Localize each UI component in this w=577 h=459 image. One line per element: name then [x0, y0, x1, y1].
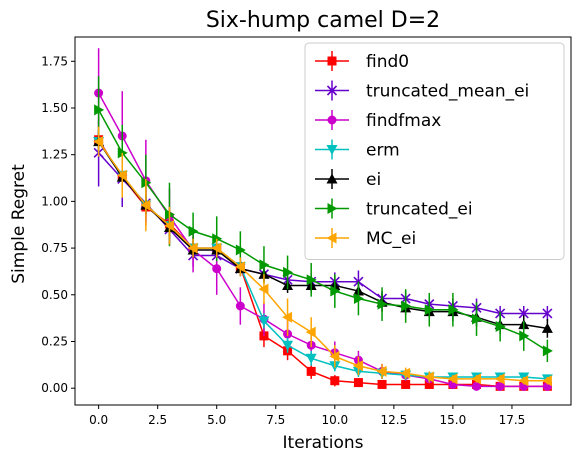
y-tick-label: 0.00 [41, 381, 68, 395]
data-point [282, 340, 294, 351]
legend-entry: MC_ei [315, 228, 416, 249]
legend-entry: findfmax [315, 110, 441, 131]
data-point [542, 345, 553, 357]
data-point [542, 308, 553, 319]
data-point [330, 285, 341, 297]
data-point [353, 378, 363, 388]
data-point [519, 330, 530, 342]
legend-entry: erm [315, 139, 400, 161]
data-point [352, 360, 363, 372]
data-point [94, 104, 105, 116]
legend-marker [326, 85, 338, 96]
data-point [211, 242, 222, 254]
y-tick-label: 0.25 [41, 334, 68, 348]
x-tick-label: 12.5 [380, 413, 407, 427]
data-point [424, 304, 435, 316]
data-point [258, 316, 270, 327]
y-tick-label: 1.25 [41, 148, 68, 162]
y-tick-label: 1.75 [41, 54, 68, 68]
data-point [306, 366, 316, 376]
plot-area: 0.0 2.5 5.0 7.5 10.0 12.5 15.0 17.5 0.00 0.25 0.50… [41, 36, 572, 427]
data-point [163, 220, 174, 232]
data-point [235, 301, 245, 311]
legend-marker [327, 115, 337, 125]
series-MC-ei [93, 126, 552, 387]
series-truncated-ei [94, 76, 553, 363]
data-point [93, 136, 104, 148]
data-point [495, 321, 506, 333]
data-point [235, 244, 246, 256]
data-point [377, 379, 387, 389]
data-point [448, 304, 459, 316]
legend-box [304, 42, 565, 260]
data-point [306, 274, 317, 286]
legend-label: truncated_mean_ei [366, 82, 529, 102]
y-tick-label: 0.75 [41, 241, 68, 255]
legend: find0 truncated_mean_ei findfmax erm ei trunc… [304, 42, 565, 260]
data-point [472, 313, 483, 325]
data-point [447, 373, 458, 385]
legend-label: erm [366, 141, 400, 161]
x-axis-label: Iterations [283, 433, 364, 453]
legend-entry: truncated_ei [315, 198, 473, 220]
data-point [518, 375, 529, 387]
data-point [494, 373, 505, 385]
data-point [283, 266, 294, 278]
data-point [259, 259, 270, 271]
data-point [305, 353, 317, 364]
data-point [305, 326, 316, 338]
data-point [353, 293, 364, 305]
y-tick-label: 0.50 [41, 288, 68, 302]
legend-entry: truncated_mean_ei [315, 80, 529, 102]
data-point [140, 199, 151, 211]
chart-title: Six-hump camel D=2 [206, 8, 440, 33]
data-point [472, 381, 482, 391]
data-point [401, 300, 412, 312]
data-point [330, 376, 340, 386]
data-point [377, 298, 388, 310]
legend-marker [326, 173, 338, 184]
legend-marker [327, 203, 338, 214]
axes-frame [74, 36, 572, 406]
data-point [187, 242, 198, 254]
data-point [518, 308, 529, 319]
legend-label: find0 [366, 52, 409, 72]
legend-entry: ei [315, 169, 381, 190]
x-tick-label: 7.5 [266, 413, 285, 427]
data-point [541, 375, 552, 387]
data-point [495, 381, 505, 391]
data-point [282, 311, 293, 323]
x-tick-label: 17.5 [499, 413, 526, 427]
data-point [258, 283, 269, 295]
legend-marker [327, 56, 337, 66]
x-tick-label: 15.0 [440, 413, 467, 427]
data-point [471, 373, 482, 385]
legend-entry: find0 [315, 51, 409, 72]
x-tick-label: 0.0 [89, 413, 108, 427]
y-tick-label: 1.50 [41, 101, 68, 115]
data-point [212, 264, 222, 274]
data-point [401, 379, 411, 389]
x-tick-label: 5.0 [207, 413, 226, 427]
data-point [376, 365, 387, 377]
data-point [424, 379, 434, 389]
legend-label: MC_ei [366, 229, 416, 249]
legend-marker [326, 145, 338, 155]
data-point [400, 367, 411, 379]
data-point [329, 350, 340, 362]
legend-label: findfmax [366, 111, 441, 131]
x-tick-label: 10.0 [321, 413, 348, 427]
data-point [188, 225, 199, 237]
y-axis-label: Simple Regret [9, 164, 29, 284]
data-point [116, 169, 127, 181]
data-point [541, 322, 553, 333]
legend-marker [326, 232, 337, 244]
y-tick-label: 1.00 [41, 194, 68, 208]
data-point [234, 261, 245, 273]
legend-label: ei [366, 170, 381, 190]
x-tick-label: 2.5 [148, 413, 167, 427]
legend-label: truncated_ei [366, 200, 473, 220]
data-point [423, 371, 434, 383]
